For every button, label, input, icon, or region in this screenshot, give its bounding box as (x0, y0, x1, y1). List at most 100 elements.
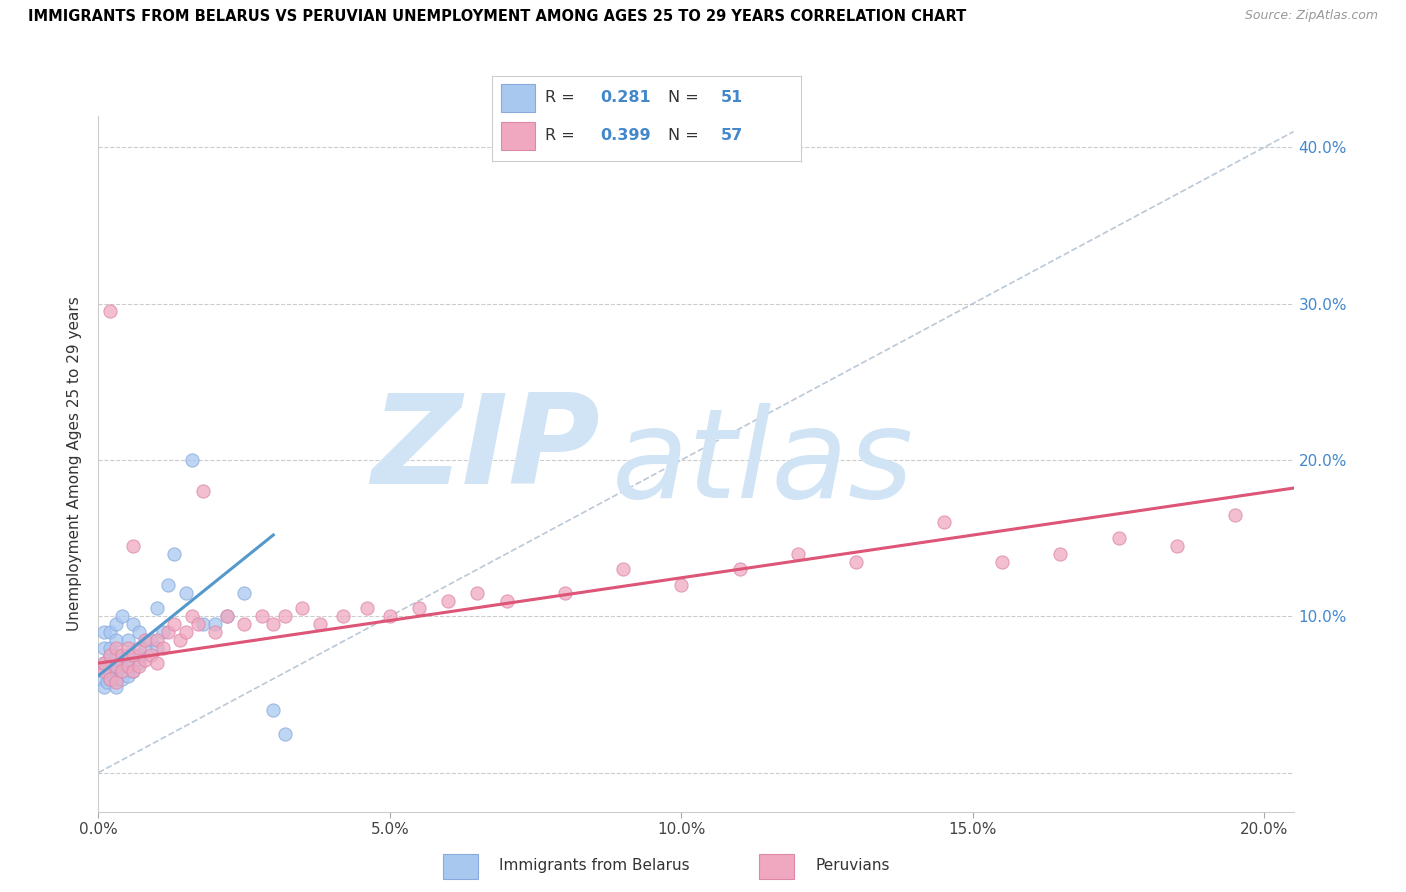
Point (104, 617, 127, 632)
Point (111, 656, 134, 670)
Point (145, 640, 167, 655)
Point (495, 593, 517, 607)
Point (128, 640, 150, 655)
Point (262, 617, 284, 632)
Point (134, 653, 156, 667)
Point (1225, 508, 1247, 522)
Point (845, 555, 868, 569)
Point (378, 609, 401, 624)
Point (612, 562, 634, 576)
Point (122, 664, 145, 678)
Point (991, 555, 1014, 569)
Point (93, 656, 115, 670)
Point (98, 648, 121, 663)
Point (111, 609, 134, 624)
Point (215, 609, 238, 624)
Point (108, 659, 131, 673)
Point (152, 624, 174, 639)
Point (145, 632, 167, 647)
Point (250, 609, 273, 624)
Text: ZIP: ZIP (371, 390, 600, 510)
Point (186, 617, 208, 632)
Point (671, 578, 693, 592)
Point (554, 586, 576, 600)
Point (111, 664, 134, 678)
Point (117, 659, 139, 673)
Point (117, 648, 139, 663)
Text: R =: R = (544, 128, 579, 144)
Text: N =: N = (668, 90, 704, 105)
Point (117, 632, 139, 647)
Point (122, 617, 145, 632)
Point (408, 601, 430, 615)
Text: 0.281: 0.281 (600, 90, 651, 105)
Point (104, 672, 127, 686)
FancyBboxPatch shape (502, 85, 536, 112)
Point (134, 632, 156, 647)
Text: Peruvians: Peruvians (815, 858, 890, 872)
Text: 51: 51 (721, 90, 744, 105)
Point (152, 640, 174, 655)
Point (98, 664, 121, 678)
Point (467, 586, 489, 600)
Text: Source: ZipAtlas.com: Source: ZipAtlas.com (1244, 9, 1378, 22)
Point (204, 617, 226, 632)
Point (104, 675, 127, 690)
Point (101, 669, 124, 683)
Point (356, 601, 378, 615)
Point (98, 624, 121, 639)
Point (98, 640, 121, 655)
Text: atlas: atlas (613, 403, 914, 524)
Point (193, 617, 215, 632)
Point (174, 586, 197, 600)
Point (309, 617, 332, 632)
Point (145, 601, 167, 615)
Text: R =: R = (544, 90, 579, 105)
Point (274, 726, 297, 740)
Point (233, 586, 256, 600)
Point (104, 632, 127, 647)
Point (122, 539, 145, 553)
Point (204, 624, 226, 639)
Point (128, 624, 150, 639)
Point (114, 653, 136, 667)
Point (787, 547, 810, 561)
Point (111, 664, 134, 678)
Point (157, 578, 180, 592)
Point (145, 656, 167, 670)
Point (163, 617, 186, 632)
FancyBboxPatch shape (759, 855, 794, 879)
Point (93, 624, 115, 639)
Point (96, 675, 118, 690)
Point (117, 669, 139, 683)
Text: 57: 57 (721, 128, 744, 144)
Point (104, 659, 127, 673)
Point (169, 632, 191, 647)
Point (215, 609, 238, 624)
Point (98, 656, 121, 670)
Point (163, 547, 186, 561)
Point (104, 640, 127, 655)
Text: 0.399: 0.399 (600, 128, 651, 144)
Point (291, 601, 314, 615)
Point (128, 648, 150, 663)
Point (128, 656, 150, 670)
Point (98, 672, 121, 686)
Point (157, 624, 180, 639)
Point (93, 680, 115, 694)
Point (98, 648, 121, 663)
Point (117, 659, 139, 673)
Point (93, 656, 115, 670)
Point (274, 609, 297, 624)
Point (332, 609, 354, 624)
Point (128, 659, 150, 673)
Point (98, 304, 121, 318)
Text: IMMIGRANTS FROM BELARUS VS PERUVIAN UNEMPLOYMENT AMONG AGES 25 TO 29 YEARS CORRE: IMMIGRANTS FROM BELARUS VS PERUVIAN UNEM… (28, 9, 966, 24)
Text: Immigrants from Belarus: Immigrants from Belarus (499, 858, 690, 872)
Point (1166, 539, 1188, 553)
Point (174, 624, 197, 639)
Point (262, 703, 284, 717)
Point (104, 664, 127, 678)
Point (111, 648, 134, 663)
Point (932, 516, 955, 530)
